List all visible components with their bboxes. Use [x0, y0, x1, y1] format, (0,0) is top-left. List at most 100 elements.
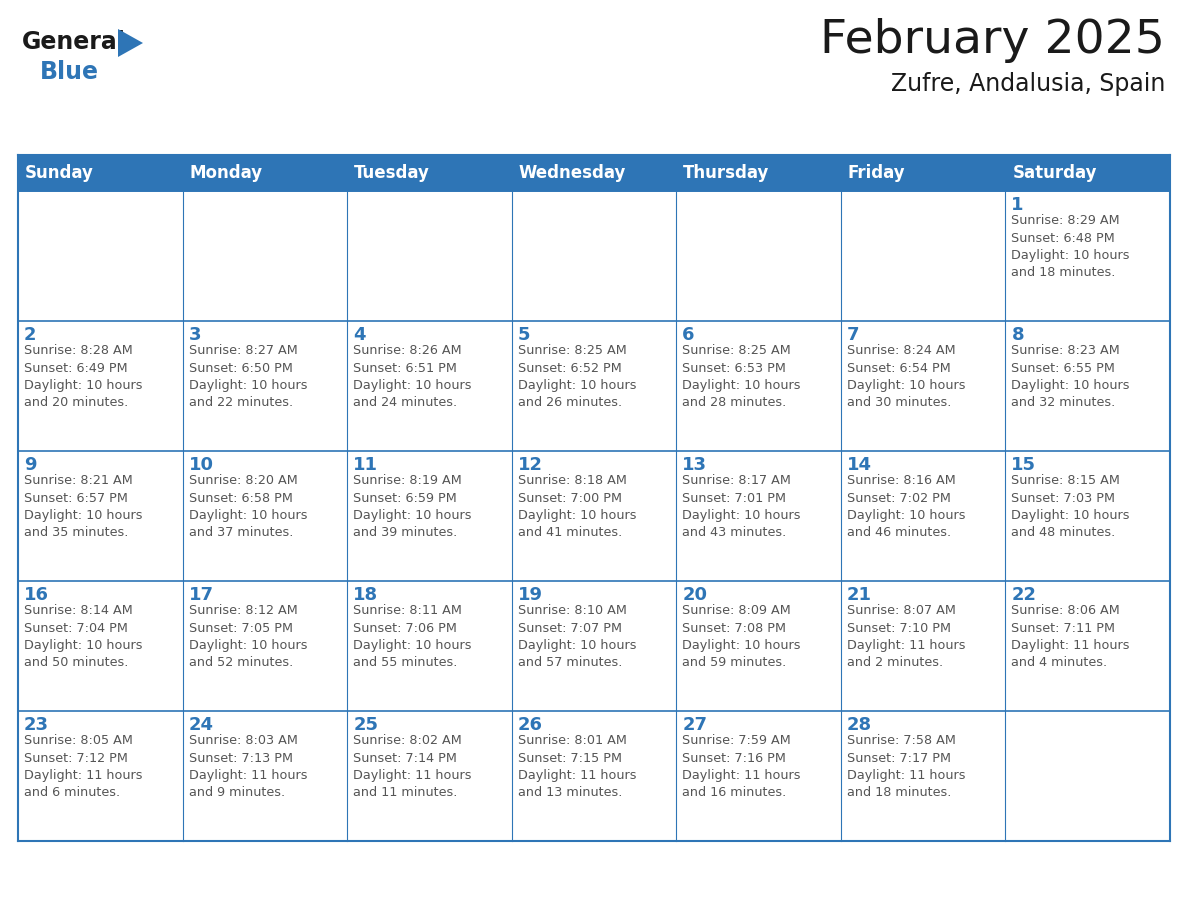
- Text: Sunrise: 8:17 AM
Sunset: 7:01 PM
Daylight: 10 hours
and 43 minutes.: Sunrise: 8:17 AM Sunset: 7:01 PM Dayligh…: [682, 474, 801, 540]
- Text: Blue: Blue: [40, 60, 99, 84]
- Text: Monday: Monday: [190, 164, 263, 182]
- Text: 25: 25: [353, 716, 378, 734]
- Bar: [183, 451, 347, 581]
- Text: 19: 19: [518, 586, 543, 604]
- Bar: [347, 191, 512, 321]
- Text: 10: 10: [189, 456, 214, 474]
- Text: Sunrise: 8:14 AM
Sunset: 7:04 PM
Daylight: 10 hours
and 50 minutes.: Sunrise: 8:14 AM Sunset: 7:04 PM Dayligh…: [24, 604, 143, 669]
- Text: Sunrise: 8:27 AM
Sunset: 6:50 PM
Daylight: 10 hours
and 22 minutes.: Sunrise: 8:27 AM Sunset: 6:50 PM Dayligh…: [189, 344, 307, 409]
- Text: 7: 7: [847, 326, 859, 344]
- Text: Sunrise: 8:10 AM
Sunset: 7:07 PM
Daylight: 10 hours
and 57 minutes.: Sunrise: 8:10 AM Sunset: 7:07 PM Dayligh…: [518, 604, 637, 669]
- Bar: [1005, 711, 1170, 841]
- Bar: [1005, 155, 1170, 191]
- Text: Thursday: Thursday: [683, 164, 770, 182]
- Text: Sunrise: 8:02 AM
Sunset: 7:14 PM
Daylight: 11 hours
and 11 minutes.: Sunrise: 8:02 AM Sunset: 7:14 PM Dayligh…: [353, 734, 472, 800]
- Bar: [841, 155, 1005, 191]
- Text: Sunrise: 8:20 AM
Sunset: 6:58 PM
Daylight: 10 hours
and 37 minutes.: Sunrise: 8:20 AM Sunset: 6:58 PM Dayligh…: [189, 474, 307, 540]
- Bar: [512, 711, 676, 841]
- Text: 13: 13: [682, 456, 707, 474]
- Text: 11: 11: [353, 456, 378, 474]
- Bar: [18, 321, 183, 451]
- Text: 14: 14: [847, 456, 872, 474]
- Text: Sunday: Sunday: [25, 164, 94, 182]
- Bar: [183, 191, 347, 321]
- Bar: [841, 191, 1005, 321]
- Bar: [18, 711, 183, 841]
- Bar: [18, 451, 183, 581]
- Text: Sunrise: 8:15 AM
Sunset: 7:03 PM
Daylight: 10 hours
and 48 minutes.: Sunrise: 8:15 AM Sunset: 7:03 PM Dayligh…: [1011, 474, 1130, 540]
- Text: Friday: Friday: [848, 164, 905, 182]
- Text: General: General: [23, 30, 126, 54]
- Bar: [183, 155, 347, 191]
- Bar: [18, 581, 183, 711]
- Text: 26: 26: [518, 716, 543, 734]
- Text: 4: 4: [353, 326, 366, 344]
- Text: Sunrise: 8:25 AM
Sunset: 6:52 PM
Daylight: 10 hours
and 26 minutes.: Sunrise: 8:25 AM Sunset: 6:52 PM Dayligh…: [518, 344, 637, 409]
- Text: Sunrise: 8:03 AM
Sunset: 7:13 PM
Daylight: 11 hours
and 9 minutes.: Sunrise: 8:03 AM Sunset: 7:13 PM Dayligh…: [189, 734, 307, 800]
- Text: 8: 8: [1011, 326, 1024, 344]
- Text: 24: 24: [189, 716, 214, 734]
- Bar: [512, 581, 676, 711]
- Text: Sunrise: 8:01 AM
Sunset: 7:15 PM
Daylight: 11 hours
and 13 minutes.: Sunrise: 8:01 AM Sunset: 7:15 PM Dayligh…: [518, 734, 637, 800]
- Text: 2: 2: [24, 326, 37, 344]
- Polygon shape: [118, 29, 143, 57]
- Text: February 2025: February 2025: [820, 18, 1165, 63]
- Text: 12: 12: [518, 456, 543, 474]
- Text: 9: 9: [24, 456, 37, 474]
- Text: Sunrise: 8:07 AM
Sunset: 7:10 PM
Daylight: 11 hours
and 2 minutes.: Sunrise: 8:07 AM Sunset: 7:10 PM Dayligh…: [847, 604, 966, 669]
- Text: 3: 3: [189, 326, 201, 344]
- Text: 18: 18: [353, 586, 378, 604]
- Text: Sunrise: 8:12 AM
Sunset: 7:05 PM
Daylight: 10 hours
and 52 minutes.: Sunrise: 8:12 AM Sunset: 7:05 PM Dayligh…: [189, 604, 307, 669]
- Text: 28: 28: [847, 716, 872, 734]
- Text: Sunrise: 8:18 AM
Sunset: 7:00 PM
Daylight: 10 hours
and 41 minutes.: Sunrise: 8:18 AM Sunset: 7:00 PM Dayligh…: [518, 474, 637, 540]
- Bar: [841, 321, 1005, 451]
- Bar: [676, 321, 841, 451]
- Text: Sunrise: 8:11 AM
Sunset: 7:06 PM
Daylight: 10 hours
and 55 minutes.: Sunrise: 8:11 AM Sunset: 7:06 PM Dayligh…: [353, 604, 472, 669]
- Text: Wednesday: Wednesday: [519, 164, 626, 182]
- Text: Sunrise: 8:09 AM
Sunset: 7:08 PM
Daylight: 10 hours
and 59 minutes.: Sunrise: 8:09 AM Sunset: 7:08 PM Dayligh…: [682, 604, 801, 669]
- Bar: [841, 711, 1005, 841]
- Text: 6: 6: [682, 326, 695, 344]
- Bar: [183, 321, 347, 451]
- Text: Sunrise: 8:25 AM
Sunset: 6:53 PM
Daylight: 10 hours
and 28 minutes.: Sunrise: 8:25 AM Sunset: 6:53 PM Dayligh…: [682, 344, 801, 409]
- Text: 21: 21: [847, 586, 872, 604]
- Bar: [18, 191, 183, 321]
- Text: 1: 1: [1011, 196, 1024, 214]
- Text: Sunrise: 8:29 AM
Sunset: 6:48 PM
Daylight: 10 hours
and 18 minutes.: Sunrise: 8:29 AM Sunset: 6:48 PM Dayligh…: [1011, 214, 1130, 279]
- Text: Sunrise: 8:26 AM
Sunset: 6:51 PM
Daylight: 10 hours
and 24 minutes.: Sunrise: 8:26 AM Sunset: 6:51 PM Dayligh…: [353, 344, 472, 409]
- Bar: [1005, 451, 1170, 581]
- Bar: [512, 321, 676, 451]
- Text: Saturday: Saturday: [1012, 164, 1097, 182]
- Bar: [347, 321, 512, 451]
- Text: 15: 15: [1011, 456, 1036, 474]
- Bar: [841, 451, 1005, 581]
- Bar: [676, 451, 841, 581]
- Bar: [676, 191, 841, 321]
- Text: 27: 27: [682, 716, 707, 734]
- Bar: [1005, 581, 1170, 711]
- Text: Sunrise: 7:59 AM
Sunset: 7:16 PM
Daylight: 11 hours
and 16 minutes.: Sunrise: 7:59 AM Sunset: 7:16 PM Dayligh…: [682, 734, 801, 800]
- Bar: [676, 155, 841, 191]
- Bar: [1005, 321, 1170, 451]
- Text: 22: 22: [1011, 586, 1036, 604]
- Bar: [347, 155, 512, 191]
- Text: Sunrise: 8:05 AM
Sunset: 7:12 PM
Daylight: 11 hours
and 6 minutes.: Sunrise: 8:05 AM Sunset: 7:12 PM Dayligh…: [24, 734, 143, 800]
- Text: Sunrise: 8:06 AM
Sunset: 7:11 PM
Daylight: 11 hours
and 4 minutes.: Sunrise: 8:06 AM Sunset: 7:11 PM Dayligh…: [1011, 604, 1130, 669]
- Text: Sunrise: 8:24 AM
Sunset: 6:54 PM
Daylight: 10 hours
and 30 minutes.: Sunrise: 8:24 AM Sunset: 6:54 PM Dayligh…: [847, 344, 966, 409]
- Text: 20: 20: [682, 586, 707, 604]
- Bar: [183, 581, 347, 711]
- Text: Zufre, Andalusia, Spain: Zufre, Andalusia, Spain: [891, 72, 1165, 96]
- Bar: [676, 711, 841, 841]
- Bar: [347, 711, 512, 841]
- Text: Sunrise: 8:16 AM
Sunset: 7:02 PM
Daylight: 10 hours
and 46 minutes.: Sunrise: 8:16 AM Sunset: 7:02 PM Dayligh…: [847, 474, 966, 540]
- Bar: [347, 581, 512, 711]
- Bar: [347, 451, 512, 581]
- Text: Sunrise: 8:19 AM
Sunset: 6:59 PM
Daylight: 10 hours
and 39 minutes.: Sunrise: 8:19 AM Sunset: 6:59 PM Dayligh…: [353, 474, 472, 540]
- Text: 17: 17: [189, 586, 214, 604]
- Text: Sunrise: 8:21 AM
Sunset: 6:57 PM
Daylight: 10 hours
and 35 minutes.: Sunrise: 8:21 AM Sunset: 6:57 PM Dayligh…: [24, 474, 143, 540]
- Bar: [1005, 191, 1170, 321]
- Bar: [512, 451, 676, 581]
- Text: Sunrise: 7:58 AM
Sunset: 7:17 PM
Daylight: 11 hours
and 18 minutes.: Sunrise: 7:58 AM Sunset: 7:17 PM Dayligh…: [847, 734, 966, 800]
- Text: 5: 5: [518, 326, 530, 344]
- Bar: [841, 581, 1005, 711]
